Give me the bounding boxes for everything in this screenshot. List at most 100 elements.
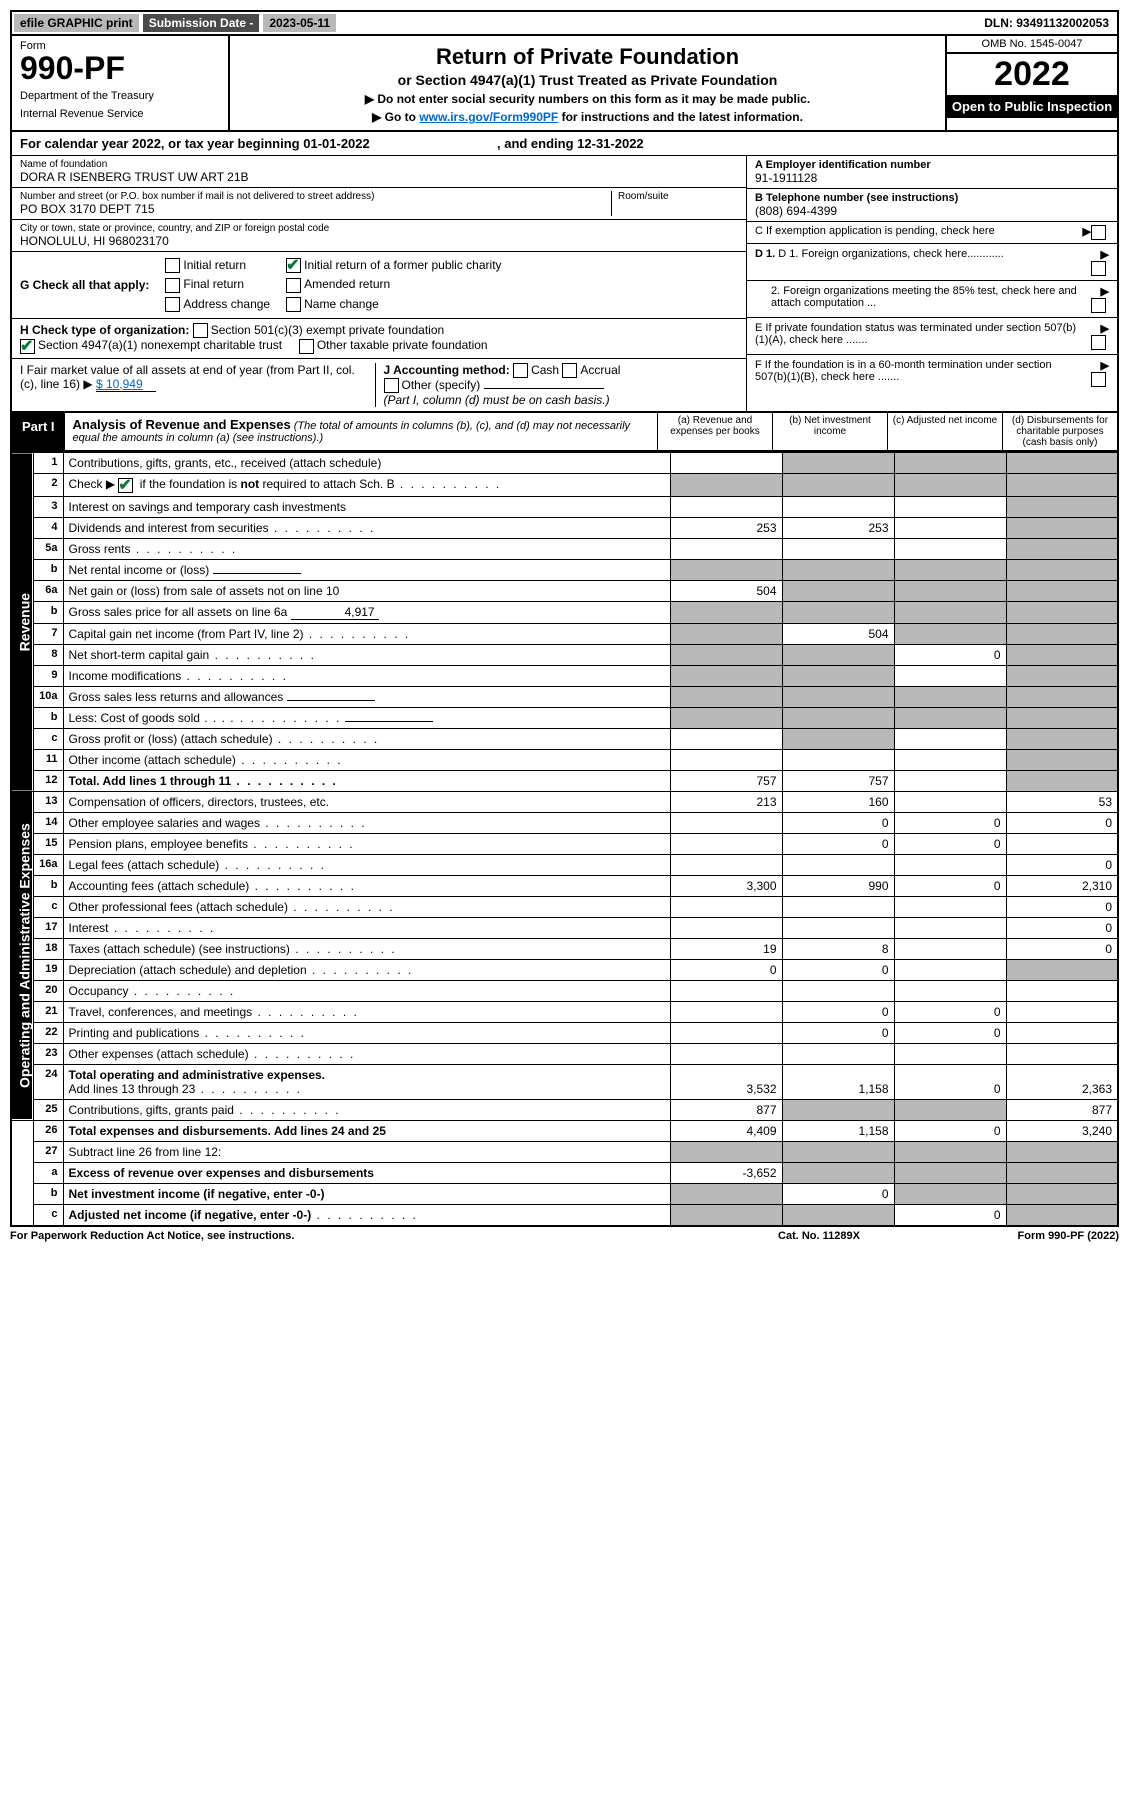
r15-desc: Pension plans, employee benefits: [69, 837, 248, 851]
r25-desc: Contributions, gifts, grants paid: [69, 1103, 234, 1117]
r27-desc: Subtract line 26 from line 12:: [63, 1141, 670, 1162]
r26-desc: Total expenses and disbursements. Add li…: [63, 1120, 670, 1141]
amended-return-checkbox[interactable]: [286, 278, 301, 293]
footer-right: Form 990-PF (2022): [919, 1230, 1119, 1242]
row-19: 19Depreciation (attach schedule) and dep…: [11, 959, 1118, 980]
e-checkbox[interactable]: [1091, 335, 1106, 350]
h-other-checkbox[interactable]: [299, 339, 314, 354]
r10c-desc: Gross profit or (loss) (attach schedule): [69, 732, 273, 746]
r18-desc: Taxes (attach schedule) (see instruction…: [69, 942, 290, 956]
r26-c: 0: [894, 1120, 1006, 1141]
r19-b: 0: [782, 959, 894, 980]
r8-c: 0: [894, 644, 1006, 665]
r5b-desc: Net rental income or (loss): [69, 563, 210, 577]
d1-row: D 1. D 1. Foreign organizations, check h…: [747, 244, 1117, 281]
row-20: 20Occupancy: [11, 980, 1118, 1001]
name-change-checkbox[interactable]: [286, 297, 301, 312]
r24-d: 2,363: [1006, 1064, 1118, 1099]
header-center: Return of Private Foundation or Section …: [230, 36, 945, 130]
form-subtitle: or Section 4947(a)(1) Trust Treated as P…: [240, 72, 935, 88]
row-27c: cAdjusted net income (if negative, enter…: [11, 1204, 1118, 1226]
r6b-desc: Gross sales price for all assets on line…: [69, 605, 288, 619]
efile-label[interactable]: efile GRAPHIC print: [14, 14, 139, 32]
r25-d: 877: [1006, 1099, 1118, 1120]
header-note1: ▶ Do not enter social security numbers o…: [240, 92, 935, 106]
r1-desc: Contributions, gifts, grants, etc., rece…: [63, 453, 670, 474]
other-method-checkbox[interactable]: [384, 378, 399, 393]
schb-checkbox[interactable]: [118, 478, 133, 493]
h-501c3-checkbox[interactable]: [193, 323, 208, 338]
instructions-link[interactable]: www.irs.gov/Form990PF: [419, 110, 558, 124]
c-row: C If exemption application is pending, c…: [747, 222, 1117, 244]
header-note2: ▶ Go to www.irs.gov/Form990PF for instru…: [240, 110, 935, 124]
r24-c: 0: [894, 1064, 1006, 1099]
final-return-checkbox[interactable]: [165, 278, 180, 293]
r15-c: 0: [894, 833, 1006, 854]
address-row: Number and street (or P.O. box number if…: [12, 188, 746, 220]
row-18: 18Taxes (attach schedule) (see instructi…: [11, 938, 1118, 959]
r15-b: 0: [782, 833, 894, 854]
info-right: A Employer identification number 91-1911…: [746, 156, 1117, 411]
e-text: E If private foundation status was termi…: [755, 322, 1085, 350]
cash-label: Cash: [531, 363, 559, 377]
r16b-c: 0: [894, 875, 1006, 896]
submission-date-value: 2023-05-11: [263, 14, 336, 32]
r17-d: 0: [1006, 917, 1118, 938]
col-b-header: (b) Net investment income: [772, 413, 887, 450]
omb-number: OMB No. 1545-0047: [947, 36, 1117, 54]
f-checkbox[interactable]: [1091, 372, 1106, 387]
header-left: Form 990-PF Department of the Treasury I…: [12, 36, 230, 130]
r5a-desc: Gross rents: [69, 542, 131, 556]
row-17: 17Interest 0: [11, 917, 1118, 938]
r4-desc: Dividends and interest from securities: [69, 521, 269, 535]
row-4: 4Dividends and interest from securities …: [11, 517, 1118, 538]
col-a-header: (a) Revenue and expenses per books: [657, 413, 772, 450]
r27c-desc: Adjusted net income (if negative, enter …: [69, 1208, 312, 1222]
r11-desc: Other income (attach schedule): [69, 753, 236, 767]
row-26: 26Total expenses and disbursements. Add …: [11, 1120, 1118, 1141]
initial-former-checkbox[interactable]: [286, 258, 301, 273]
initial-return-checkbox[interactable]: [165, 258, 180, 273]
address-change-checkbox[interactable]: [165, 297, 180, 312]
name-change-label: Name change: [304, 297, 379, 311]
r20-desc: Occupancy: [69, 984, 129, 998]
cash-checkbox[interactable]: [513, 363, 528, 378]
r26-a: 4,409: [670, 1120, 782, 1141]
fmv-value[interactable]: $ 10,949: [96, 377, 156, 392]
d1-text: D 1. Foreign organizations, check here..…: [778, 248, 1004, 260]
r4-a: 253: [670, 517, 782, 538]
e-arrow: ▶: [1101, 323, 1109, 335]
form-title: Return of Private Foundation: [240, 44, 935, 70]
h-opt2: Section 4947(a)(1) nonexempt charitable …: [38, 338, 282, 352]
r21-c: 0: [894, 1001, 1006, 1022]
c-label: C If exemption application is pending, c…: [755, 225, 1083, 240]
d2-checkbox[interactable]: [1091, 298, 1106, 313]
r18-b: 8: [782, 938, 894, 959]
foundation-name: DORA R ISENBERG TRUST UW ART 21B: [20, 170, 738, 184]
r12-desc: Total. Add lines 1 through 11: [69, 774, 232, 788]
r22-desc: Printing and publications: [69, 1026, 200, 1040]
r12-b: 757: [782, 770, 894, 791]
submission-date-label: Submission Date -: [143, 14, 260, 32]
accrual-checkbox[interactable]: [562, 363, 577, 378]
expenses-side-label: Operating and Administrative Expenses: [11, 791, 33, 1120]
h-opt1: Section 501(c)(3) exempt private foundat…: [211, 323, 444, 337]
r13-b: 160: [782, 791, 894, 812]
c-checkbox[interactable]: [1091, 225, 1106, 240]
row-27b: bNet investment income (if negative, ent…: [11, 1183, 1118, 1204]
r17-desc: Interest: [69, 921, 109, 935]
h-4947-checkbox[interactable]: [20, 339, 35, 354]
d1-arrow: ▶: [1101, 249, 1109, 261]
room-label: Room/suite: [618, 191, 738, 202]
r24-a: 3,532: [670, 1064, 782, 1099]
r16c-d: 0: [1006, 896, 1118, 917]
d1-checkbox[interactable]: [1091, 261, 1106, 276]
address-label: Number and street (or P.O. box number if…: [20, 191, 611, 202]
r27a-desc: Excess of revenue over expenses and disb…: [63, 1162, 670, 1183]
r16b-desc: Accounting fees (attach schedule): [69, 879, 250, 893]
note2-suffix: for instructions and the latest informat…: [562, 110, 803, 124]
ij-row: I Fair market value of all assets at end…: [12, 359, 746, 412]
r27c-c: 0: [894, 1204, 1006, 1226]
row-1: Revenue 1Contributions, gifts, grants, e…: [11, 453, 1118, 474]
ein-value: 91-1911128: [755, 171, 1109, 185]
